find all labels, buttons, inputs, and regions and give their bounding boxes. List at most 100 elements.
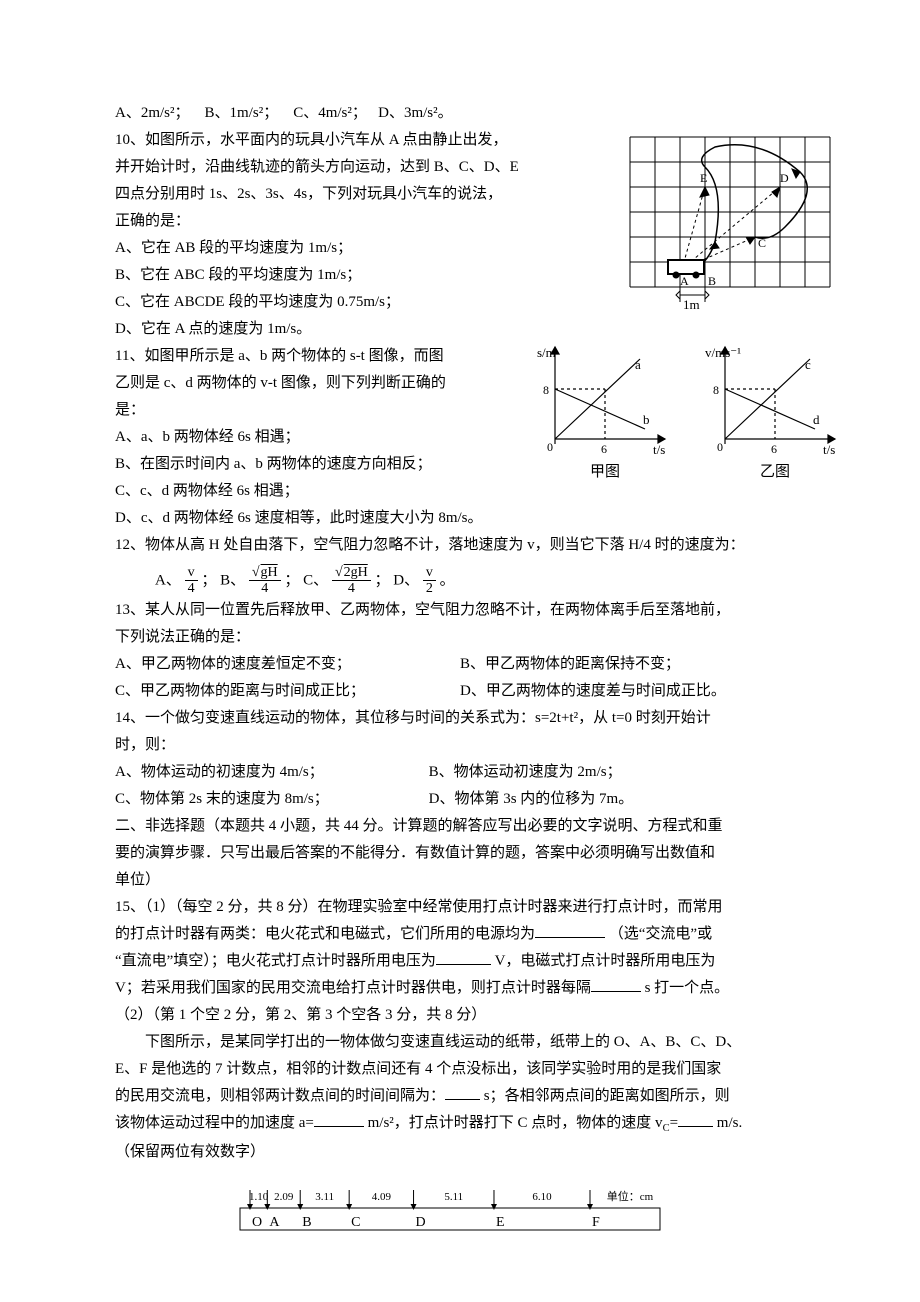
q15-p2: E、F 是他选的 7 计数点，相邻的计数点间还有 4 个点没标出，该同学实验时用… bbox=[115, 1056, 805, 1083]
blank-field[interactable] bbox=[535, 937, 605, 938]
svg-text:8: 8 bbox=[543, 383, 549, 397]
q12-c-pre: ； C、 bbox=[284, 572, 328, 588]
section2-header: 单位） bbox=[115, 867, 805, 894]
q15-p1: V；若采用我们国家的民用交流电给打点计时器供电，则打点计时器每隔 s 打一个点。 bbox=[115, 975, 805, 1002]
q15-tape-figure: 1.102.093.114.095.116.10单位：cmOABCDEF bbox=[235, 1186, 805, 1241]
svg-text:0: 0 bbox=[547, 440, 553, 454]
q12-options: A、 v4 ； B、 √gH4 ； C、 √2gH4 ； D、 v2 。 bbox=[115, 565, 805, 597]
q10-stem: 四点分别用时 1s、2s、3s、4s，下列对玩具小汽车的说法， bbox=[115, 181, 545, 208]
q15-p2: （保留两位有效数字） bbox=[115, 1139, 805, 1166]
q12-tail: 。 bbox=[440, 572, 455, 588]
svg-text:5.11: 5.11 bbox=[444, 1191, 463, 1203]
q10-figure: A B C D E 1m bbox=[620, 127, 845, 312]
q10-opt-a: A、它在 AB 段的平均速度为 1m/s； bbox=[115, 235, 545, 262]
svg-text:t/s: t/s bbox=[653, 442, 665, 457]
q13-stem: 13、某人从同一位置先后释放甲、乙两物体，空气阻力忽略不计，在两物体离手后至落地… bbox=[115, 597, 805, 624]
blank-field[interactable] bbox=[314, 1126, 364, 1127]
q13-opt-d: D、甲乙两物体的速度差与时间成正比。 bbox=[460, 678, 805, 705]
q11-opt-a: A、a、b 两物体经 6s 相遇； bbox=[115, 424, 495, 451]
svg-text:1m: 1m bbox=[683, 297, 700, 312]
q13-opt-a: A、甲乙两物体的速度差恒定不变； bbox=[115, 651, 460, 678]
svg-text:s/m: s/m bbox=[537, 345, 556, 360]
svg-text:8: 8 bbox=[713, 383, 719, 397]
q10-opt-c: C、它在 ABCDE 段的平均速度为 0.75m/s； bbox=[115, 289, 545, 316]
q11-stem: 11、如图甲所示是 a、b 两个物体的 s-t 图像，而图 bbox=[115, 343, 495, 370]
blank-field[interactable] bbox=[678, 1126, 713, 1127]
q10-stem: 并开始计时，沿曲线轨迹的箭头方向运动，达到 B、C、D、E bbox=[115, 154, 545, 181]
q15-text: 的打点计时器有两类：电火花式和电磁式，它们所用的电源均为 bbox=[115, 926, 535, 942]
q15-text: m/s²，打点计时器打下 C 点时，物体的速度 v bbox=[368, 1115, 663, 1131]
q14-opt-a: A、物体运动的初速度为 4m/s； bbox=[115, 759, 429, 786]
q10-stem: 正确的是： bbox=[115, 208, 545, 235]
svg-text:2.09: 2.09 bbox=[274, 1191, 294, 1203]
q12-d-pre: ； D、 bbox=[375, 572, 420, 588]
q14-opt-b: B、物体运动初速度为 2m/s； bbox=[429, 759, 805, 786]
q12-c-frac: √2gH4 bbox=[332, 565, 371, 597]
q12-stem: 12、物体从高 H 处自由落下，空气阻力忽略不计，落地速度为 v，则当它下落 H… bbox=[115, 532, 805, 559]
svg-text:v/ms⁻¹: v/ms⁻¹ bbox=[705, 345, 741, 360]
q15-text: 该物体运动过程中的加速度 a= bbox=[115, 1115, 314, 1131]
svg-text:d: d bbox=[813, 412, 820, 427]
svg-text:b: b bbox=[643, 412, 650, 427]
svg-text:6: 6 bbox=[601, 442, 607, 456]
svg-text:a: a bbox=[635, 357, 641, 372]
q10-block: 10、如图所示，水平面内的玩具小汽车从 A 点由静止出发， 并开始计时，沿曲线轨… bbox=[115, 127, 805, 343]
q12-a-frac: v4 bbox=[185, 565, 198, 597]
svg-text:A: A bbox=[269, 1215, 280, 1230]
section2-header: 要的演算步骤．只写出最后答案的不能得分．有数值计算的题，答案中必须明确写出数值和 bbox=[115, 840, 805, 867]
q11-opt-d: D、c、d 两物体经 6s 速度相等，此时速度大小为 8m/s。 bbox=[115, 505, 805, 532]
svg-text:3.11: 3.11 bbox=[315, 1191, 334, 1203]
svg-text:E: E bbox=[700, 171, 707, 185]
svg-text:0: 0 bbox=[717, 440, 723, 454]
section2-header: 二、非选择题（本题共 4 小题，共 44 分。计算题的解答应写出必要的文字说明、… bbox=[115, 813, 805, 840]
q12-b-frac: √gH4 bbox=[249, 565, 281, 597]
svg-text:B: B bbox=[708, 274, 716, 288]
svg-text:D: D bbox=[780, 171, 789, 185]
q15-p2: 的民用交流电，则相邻两计数点间的时间间隔为： s；各相邻两点间的距离如图所示，则 bbox=[115, 1083, 805, 1110]
q11-caption-left: 甲图 bbox=[535, 459, 675, 486]
q15-text: 15、（1）（每空 2 分，共 8 分）在物理实验室中经常使用打点计时器来进行打… bbox=[115, 899, 723, 915]
q15-p2: 该物体运动过程中的加速度 a= m/s²，打点计时器打下 C 点时，物体的速度 … bbox=[115, 1110, 805, 1139]
q15-text: s 打一个点。 bbox=[645, 980, 730, 996]
q11-stem: 乙则是 c、d 两物体的 v-t 图像，则下列判断正确的 bbox=[115, 370, 495, 397]
q14-opt-d: D、物体第 3s 内的位移为 7m。 bbox=[429, 786, 805, 813]
q9-opt-d: D、3m/s²。 bbox=[378, 105, 453, 121]
q11-caption-right: 乙图 bbox=[705, 459, 845, 486]
svg-text:B: B bbox=[302, 1215, 311, 1230]
q13-row1: A、甲乙两物体的速度差恒定不变； B、甲乙两物体的距离保持不变； bbox=[115, 651, 805, 678]
svg-text:6: 6 bbox=[771, 442, 777, 456]
q11-block: 11、如图甲所示是 a、b 两个物体的 s-t 图像，而图 乙则是 c、d 两物… bbox=[115, 343, 805, 532]
svg-text:C: C bbox=[758, 236, 766, 250]
q15-text: m/s. bbox=[717, 1115, 742, 1131]
svg-text:1.10: 1.10 bbox=[249, 1191, 269, 1203]
q15-p2: 下图所示，是某同学打出的一物体做匀变速直线运动的纸带，纸带上的 O、A、B、C、… bbox=[115, 1029, 805, 1056]
svg-text:C: C bbox=[351, 1215, 360, 1230]
svg-text:6.10: 6.10 bbox=[532, 1191, 552, 1203]
q12-a-pre: A、 bbox=[155, 572, 181, 588]
q11-stem: 是： bbox=[115, 397, 495, 424]
q14-opt-c: C、物体第 2s 末的速度为 8m/s； bbox=[115, 786, 429, 813]
svg-text:单位：cm: 单位：cm bbox=[607, 1189, 654, 1203]
q9-opt-b: B、1m/s²； bbox=[205, 105, 279, 121]
q15-text: V；若采用我们国家的民用交流电给打点计时器供电，则打点计时器每隔 bbox=[115, 980, 591, 996]
q10-opt-b: B、它在 ABC 段的平均速度为 1m/s； bbox=[115, 262, 545, 289]
q15-p1: “直流电”填空）；电火花式打点计时器所用电压为 V，电磁式打点计时器所用电压为 bbox=[115, 948, 805, 975]
q9-opt-a: A、2m/s²； bbox=[115, 105, 190, 121]
q15-p1: 15、（1）（每空 2 分，共 8 分）在物理实验室中经常使用打点计时器来进行打… bbox=[115, 894, 805, 921]
q14-stem: 14、一个做匀变速直线运动的物体，其位移与时间的关系式为：s=2t+t²，从 t… bbox=[115, 705, 805, 732]
q12-d-frac: v2 bbox=[423, 565, 436, 597]
q15-text: V，电磁式打点计时器所用电压为 bbox=[495, 953, 716, 969]
svg-text:4.09: 4.09 bbox=[372, 1191, 392, 1203]
blank-field[interactable] bbox=[436, 964, 491, 965]
q10-stem: 10、如图所示，水平面内的玩具小汽车从 A 点由静止出发， bbox=[115, 127, 545, 154]
q15-text: “直流电”填空）；电火花式打点计时器所用电压为 bbox=[115, 953, 436, 969]
q13-opt-c: C、甲乙两物体的距离与时间成正比； bbox=[115, 678, 460, 705]
q13-opt-b: B、甲乙两物体的距离保持不变； bbox=[460, 651, 805, 678]
svg-text:c: c bbox=[805, 357, 811, 372]
blank-field[interactable] bbox=[591, 991, 641, 992]
svg-text:t/s: t/s bbox=[823, 442, 835, 457]
svg-text:E: E bbox=[496, 1215, 505, 1230]
q11-figures: s/m t/s 8 6 0 a b 甲图 bbox=[535, 339, 845, 486]
blank-field[interactable] bbox=[445, 1099, 480, 1100]
q15-p2: （2）（第 1 个空 2 分，第 2、第 3 个空各 3 分，共 8 分） bbox=[115, 1002, 805, 1029]
